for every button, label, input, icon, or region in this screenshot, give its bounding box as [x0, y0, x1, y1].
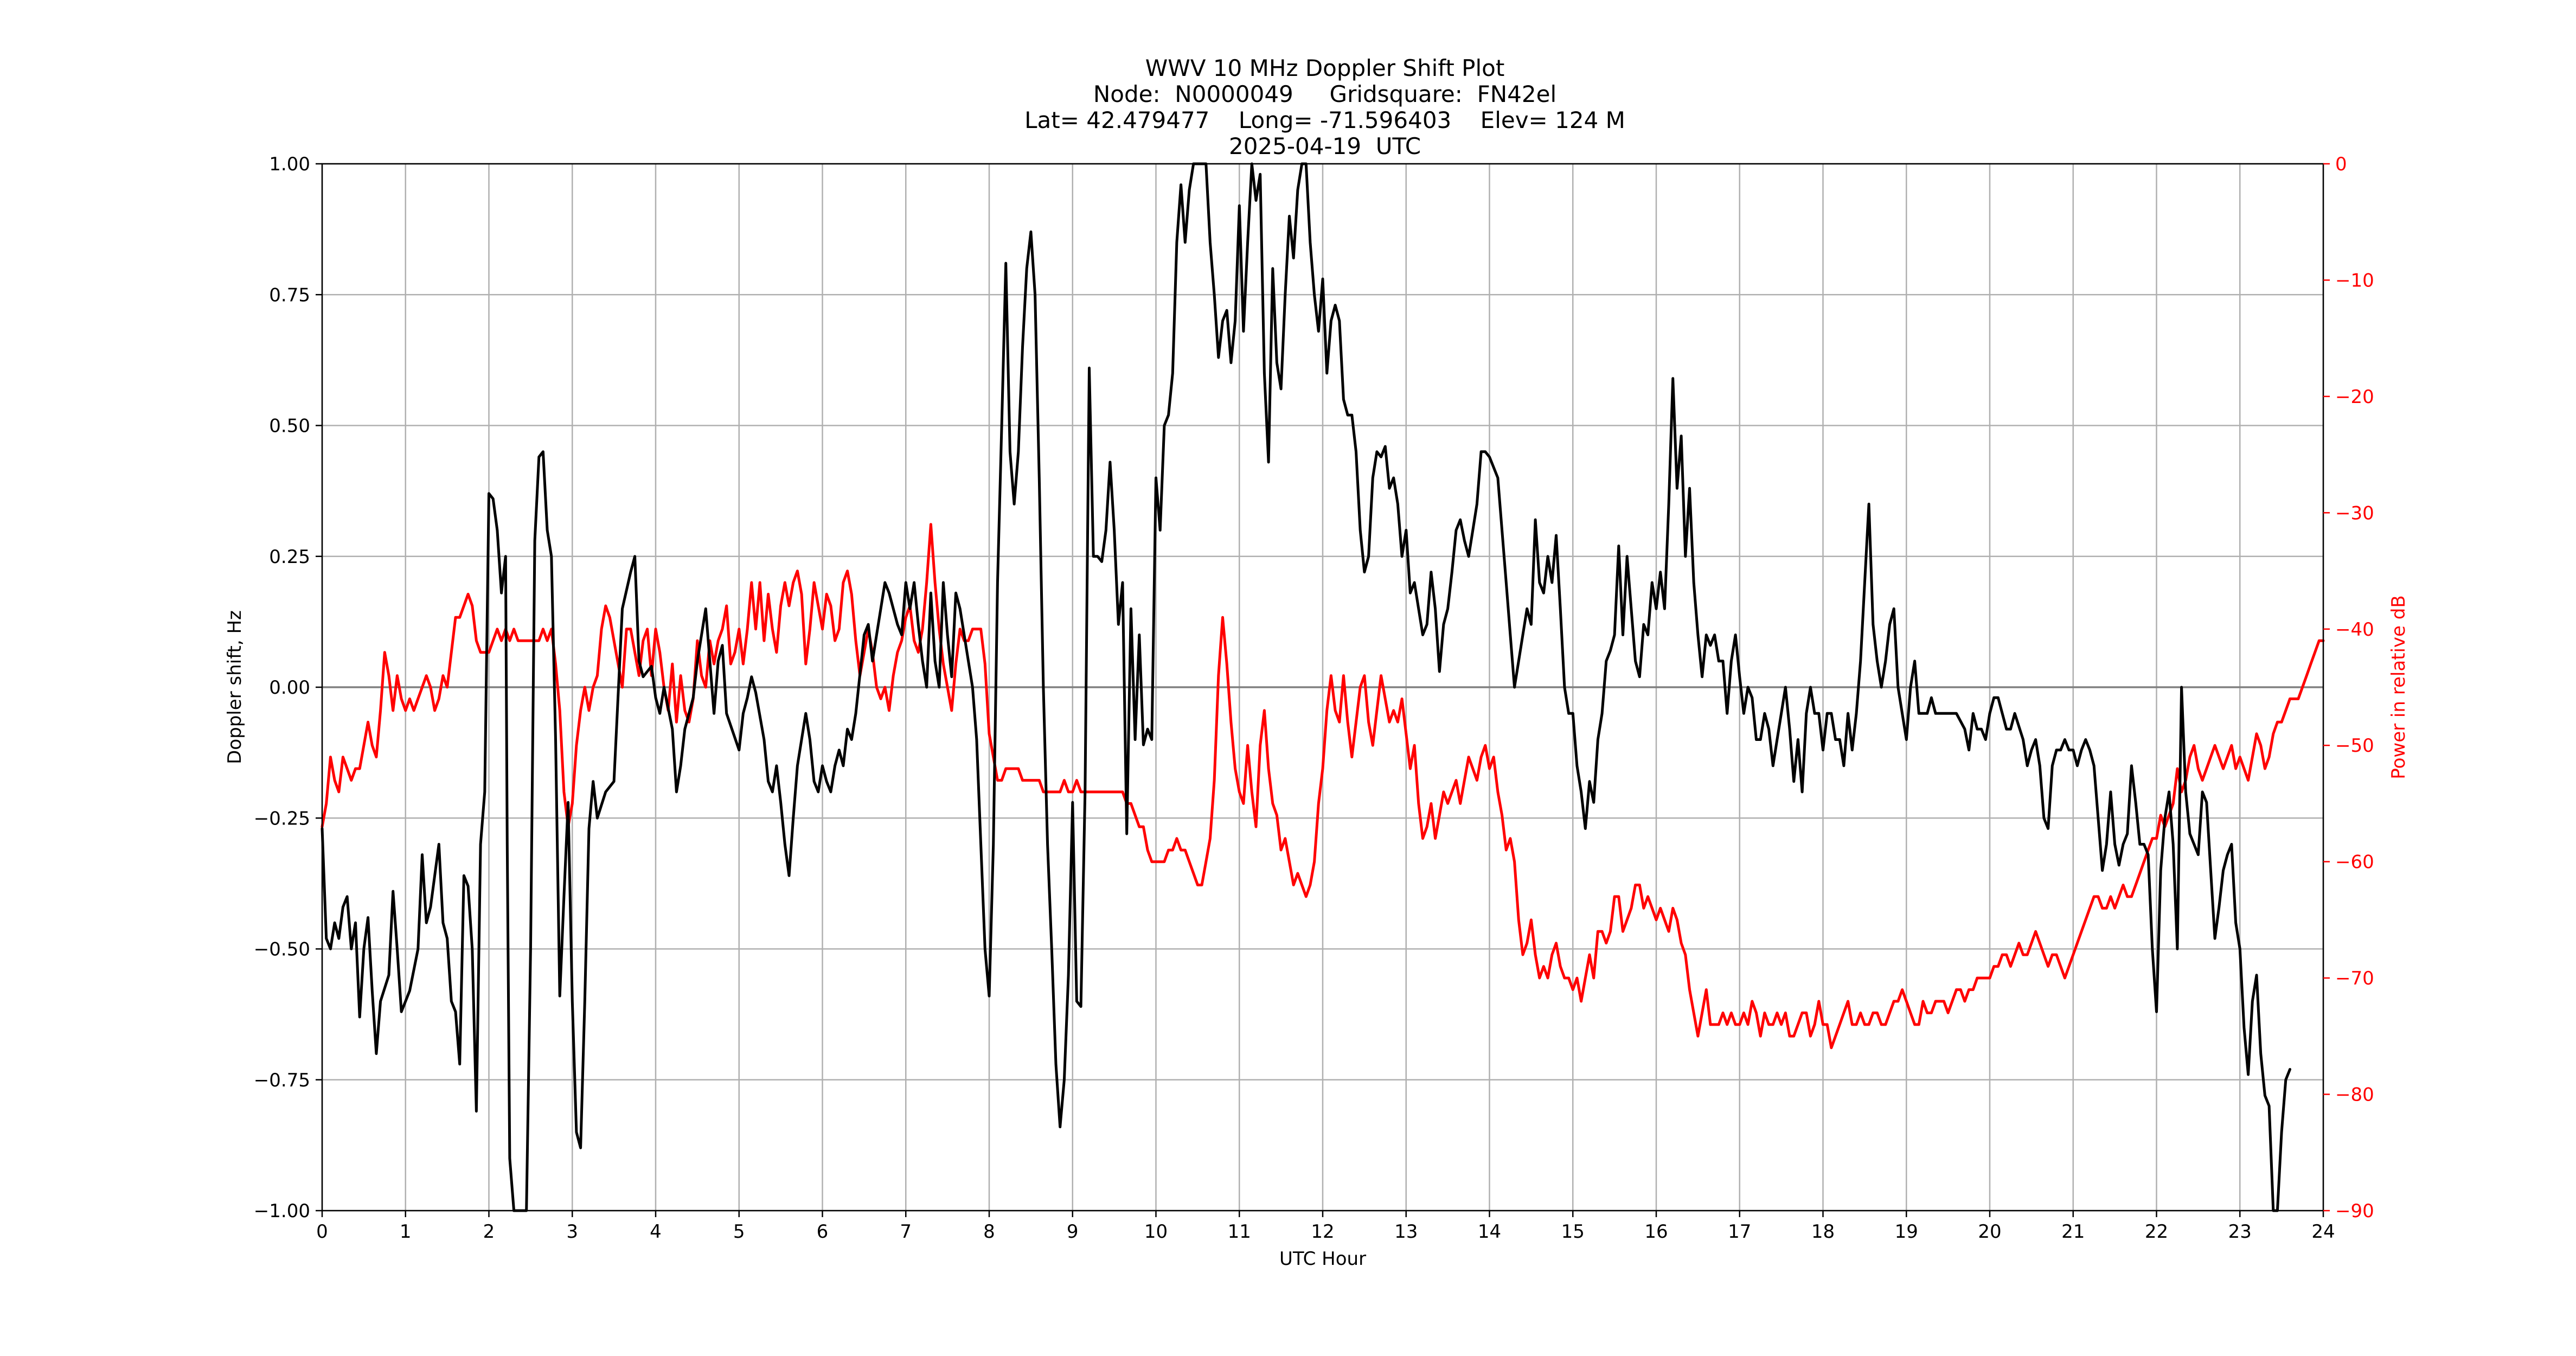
x-tick-label: 22: [2145, 1221, 2168, 1243]
left-y-axis-ticks: 1.00 0.75 0.50 0.25 0.00 −0.25 −0.50 −0.75 −1.00: [254, 153, 322, 1222]
power-series-line: [321, 523, 2325, 1050]
y-left-tick-label: 0.50: [269, 415, 310, 437]
y-left-tick-label: −0.75: [254, 1070, 310, 1091]
y-left-tick-label: −0.50: [254, 939, 310, 961]
x-tick-label: 24: [2311, 1221, 2335, 1243]
x-tick-label: 17: [1728, 1221, 1751, 1243]
x-tick-label: 20: [1978, 1221, 2001, 1243]
x-tick-label: 12: [1311, 1221, 1334, 1243]
x-tick-label: 2: [483, 1221, 495, 1243]
y-right-tick-label: −80: [2335, 1084, 2374, 1106]
x-tick-label: 7: [900, 1221, 912, 1243]
x-tick-label: 11: [1228, 1221, 1251, 1243]
chart-title-line-4: 2025-04-19 UTC: [1229, 133, 1421, 159]
y-left-tick-label: −1.00: [254, 1200, 310, 1222]
y-right-tick-label: −30: [2335, 502, 2374, 524]
x-axis-label: UTC Hour: [1279, 1248, 1366, 1270]
x-tick-label: 10: [1144, 1221, 1168, 1243]
x-tick-label: 21: [2061, 1221, 2085, 1243]
x-tick-label: 18: [1811, 1221, 1835, 1243]
x-tick-label: 14: [1478, 1221, 1501, 1243]
x-tick-label: 8: [983, 1221, 995, 1243]
y-right-tick-label: −50: [2335, 735, 2374, 757]
data-series: [321, 162, 2325, 1212]
y-right-tick-label: −20: [2335, 386, 2374, 408]
y-left-tick-label: 1.00: [269, 153, 310, 175]
y-right-tick-label: −60: [2335, 852, 2374, 873]
chart-title-line-1: WWV 10 MHz Doppler Shift Plot: [1145, 55, 1505, 81]
x-tick-label: 9: [1067, 1221, 1079, 1243]
y-right-tick-label: 0: [2335, 153, 2347, 175]
y-left-tick-label: 0.25: [269, 546, 310, 568]
y-left-tick-label: 0.00: [269, 677, 310, 699]
x-tick-label: 4: [650, 1221, 662, 1243]
y-right-tick-label: −40: [2335, 619, 2374, 641]
x-tick-label: 15: [1561, 1221, 1585, 1243]
y-right-tick-label: −10: [2335, 270, 2374, 291]
doppler-series-line: [321, 162, 2291, 1212]
right-y-axis-ticks: 0 −10 −20 −30 −40 −50 −60 −70 −80 −90: [2323, 153, 2374, 1222]
x-tick-label: 13: [1394, 1221, 1418, 1243]
x-tick-label: 19: [1895, 1221, 1918, 1243]
x-tick-label: 23: [2228, 1221, 2252, 1243]
right-y-axis-label: Power in relative dB: [2388, 595, 2410, 779]
y-left-tick-label: 0.75: [269, 284, 310, 306]
left-y-axis-label: Doppler shift, Hz: [224, 610, 246, 764]
y-right-tick-label: −90: [2335, 1200, 2374, 1222]
x-tick-label: 5: [733, 1221, 745, 1243]
chart-title: WWV 10 MHz Doppler Shift Plot Node: N000…: [1024, 55, 1625, 159]
y-left-tick-label: −0.25: [254, 808, 310, 829]
x-axis-ticks: 0 1 2 3 4 5 6 7 8 9 10 11 12 13 14 15 16 17 18 19 20 21 22 23 24: [316, 1211, 2335, 1243]
x-tick-label: 6: [817, 1221, 829, 1243]
chart-title-line-2: Node: N0000049 Gridsquare: FN42el: [1093, 81, 1556, 107]
chart-title-line-3: Lat= 42.479477 Long= -71.596403 Elev= 12…: [1024, 107, 1625, 133]
x-tick-label: 16: [1644, 1221, 1668, 1243]
x-tick-label: 1: [400, 1221, 412, 1243]
x-tick-label: 0: [316, 1221, 328, 1243]
y-right-tick-label: −70: [2335, 968, 2374, 989]
x-tick-label: 3: [566, 1221, 578, 1243]
